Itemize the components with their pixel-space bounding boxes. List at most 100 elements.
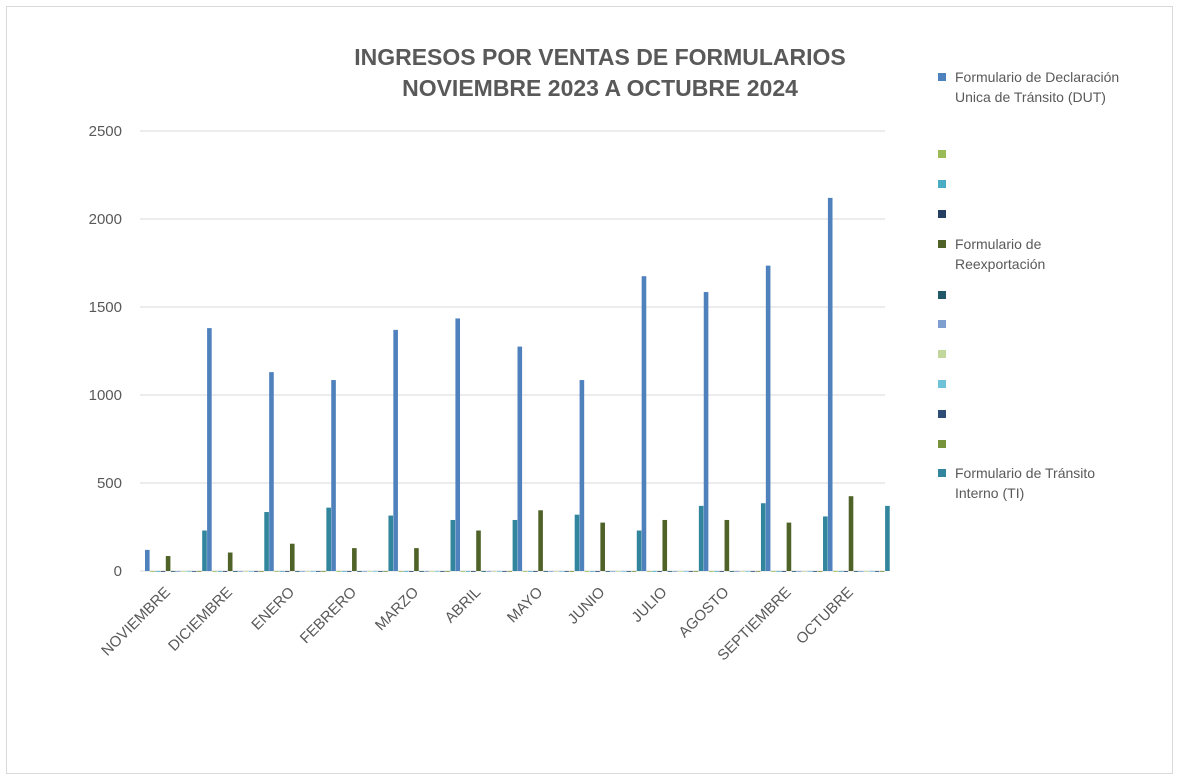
bar (145, 549, 150, 571)
bar (491, 571, 497, 572)
bar (217, 571, 223, 572)
bar (827, 197, 833, 571)
bar (346, 571, 352, 572)
bar (652, 571, 657, 572)
y-tick-label: 500 (97, 475, 122, 492)
bar (646, 571, 652, 572)
bar (703, 292, 709, 571)
legend-label: Formulario de Tránsito Interno (TI) (955, 465, 1096, 501)
bar (227, 552, 233, 571)
bar (600, 522, 605, 571)
legend-swatch (938, 320, 946, 328)
bar (429, 571, 435, 572)
bar (724, 519, 730, 571)
bar (191, 571, 197, 572)
bar (424, 571, 430, 572)
legend-swatch (938, 350, 946, 358)
bar (786, 522, 792, 571)
legend-swatch (938, 180, 946, 188)
bar (843, 571, 849, 572)
bar (527, 571, 533, 572)
bar (781, 571, 787, 572)
bar (776, 571, 781, 572)
legend-swatch (938, 440, 946, 448)
bar (543, 571, 549, 572)
bar (222, 571, 228, 572)
bar (610, 571, 616, 572)
legend-label: Formulario de Reexportación (955, 236, 1046, 272)
bar (879, 571, 885, 572)
bar (760, 503, 766, 571)
bar (181, 571, 186, 572)
bar (378, 571, 383, 572)
bar (734, 571, 740, 572)
bar (212, 571, 217, 572)
bar (284, 571, 290, 572)
bar (698, 505, 704, 571)
bar (455, 318, 461, 571)
bar (274, 571, 279, 572)
x-tick-label: AGOSTO (675, 584, 732, 641)
bar (512, 519, 518, 571)
bar (419, 571, 424, 572)
bar (336, 571, 342, 572)
legend-swatch (938, 410, 946, 418)
x-tick-label: JULIO (628, 584, 670, 626)
bar (657, 571, 662, 572)
bar (662, 519, 668, 571)
bar (171, 571, 176, 572)
bar (626, 571, 631, 572)
bar (440, 571, 445, 572)
bar (641, 276, 647, 571)
bar (848, 496, 854, 571)
bar (207, 328, 212, 571)
legend-swatch (938, 469, 946, 477)
legend-swatch (938, 150, 946, 158)
legend-swatch (938, 210, 946, 218)
bar (321, 571, 326, 572)
bar (823, 516, 828, 571)
bar (465, 571, 471, 572)
bar (564, 571, 569, 572)
bar (859, 571, 864, 572)
bar (522, 571, 528, 572)
legend-swatch (938, 291, 946, 299)
bar (548, 571, 554, 572)
x-tick-label: MAYO (504, 584, 546, 626)
bar (864, 571, 869, 572)
bar (745, 571, 750, 572)
bar (150, 571, 155, 572)
bar (248, 571, 254, 572)
bar (155, 571, 160, 572)
bar (714, 571, 719, 572)
legend-swatch (938, 73, 946, 81)
bar (269, 372, 274, 571)
bar (233, 571, 238, 572)
x-tick-label: DICIEMBRE (165, 584, 236, 655)
bar (238, 571, 243, 572)
bar (243, 571, 249, 572)
bar (885, 505, 890, 571)
bar (502, 571, 507, 572)
bar (678, 571, 683, 572)
bar (631, 571, 637, 572)
bar (486, 571, 492, 572)
x-tick-label: MARZO (372, 584, 422, 634)
bar (693, 571, 699, 572)
bar (765, 265, 771, 571)
bar (497, 571, 502, 572)
bar (553, 571, 559, 572)
bar (853, 571, 859, 572)
bar (817, 571, 823, 572)
bar (414, 548, 419, 571)
bar (202, 530, 207, 571)
bar (279, 571, 285, 572)
bar (621, 571, 626, 572)
bar (750, 571, 756, 572)
bar (538, 510, 543, 571)
bar (388, 515, 394, 571)
bar (672, 571, 678, 572)
x-tick-label: ENERO (248, 584, 298, 634)
y-tick-label: 2000 (89, 211, 122, 228)
